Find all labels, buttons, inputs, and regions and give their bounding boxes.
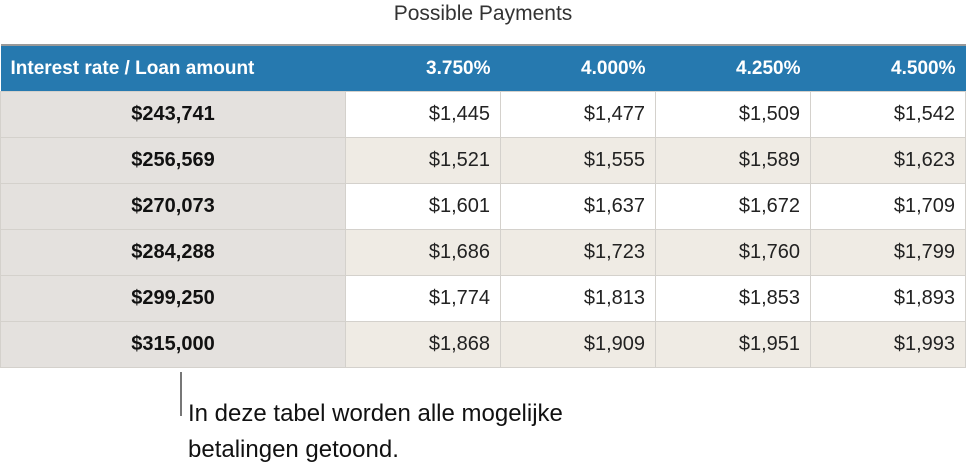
payment-cell: $1,509 [655,91,811,138]
table-row: $315,000 $1,868 $1,909 $1,951 $1,993 [0,321,966,368]
loan-amount-cell: $256,569 [0,137,346,184]
table-row: $284,288 $1,686 $1,723 $1,760 $1,799 [0,229,966,276]
payment-cell: $1,853 [655,275,811,322]
column-header: 4.250% [655,45,811,92]
loan-amount-cell: $315,000 [0,321,346,368]
payment-cell: $1,799 [810,229,966,276]
payment-cell: $1,521 [345,137,501,184]
loan-amount-cell: $284,288 [0,229,346,276]
payment-cell: $1,774 [345,275,501,322]
payment-cell: $1,709 [810,183,966,230]
payment-cell: $1,760 [655,229,811,276]
payment-cell: $1,723 [500,229,656,276]
payment-cell: $1,601 [345,183,501,230]
payment-cell: $1,813 [500,275,656,322]
payment-cell: $1,686 [345,229,501,276]
payment-cell: $1,542 [810,91,966,138]
column-header: 4.000% [500,45,656,92]
callout-text: In deze tabel worden alle mogelijke beta… [188,400,563,463]
payment-cell: $1,951 [655,321,811,368]
table-title: Possible Payments [393,2,573,25]
header-row: Interest rate / Loan amount 3.750% 4.000… [0,45,966,92]
payment-cell: $1,555 [500,137,656,184]
payments-table: Interest rate / Loan amount 3.750% 4.000… [0,44,966,368]
column-header: 3.750% [345,45,501,92]
payment-cell: $1,672 [655,183,811,230]
payment-cell: $1,477 [500,91,656,138]
table-row: $299,250 $1,774 $1,813 $1,853 $1,893 [0,275,966,322]
payment-cell: $1,868 [345,321,501,368]
payment-cell: $1,909 [500,321,656,368]
payment-cell: $1,589 [655,137,811,184]
column-header: 4.500% [810,45,966,92]
table-row: $256,569 $1,521 $1,555 $1,589 $1,623 [0,137,966,184]
callout-line [180,372,182,416]
corner-header: Interest rate / Loan amount [0,45,346,92]
payment-cell: $1,993 [810,321,966,368]
payment-cell: $1,623 [810,137,966,184]
loan-amount-cell: $243,741 [0,91,346,138]
payment-cell: $1,637 [500,183,656,230]
table-row: $243,741 $1,445 $1,477 $1,509 $1,542 [0,91,966,138]
payment-cell: $1,893 [810,275,966,322]
loan-amount-cell: $270,073 [0,183,346,230]
table-row: $270,073 $1,601 $1,637 $1,672 $1,709 [0,183,966,230]
loan-amount-cell: $299,250 [0,275,346,322]
payment-cell: $1,445 [345,91,501,138]
